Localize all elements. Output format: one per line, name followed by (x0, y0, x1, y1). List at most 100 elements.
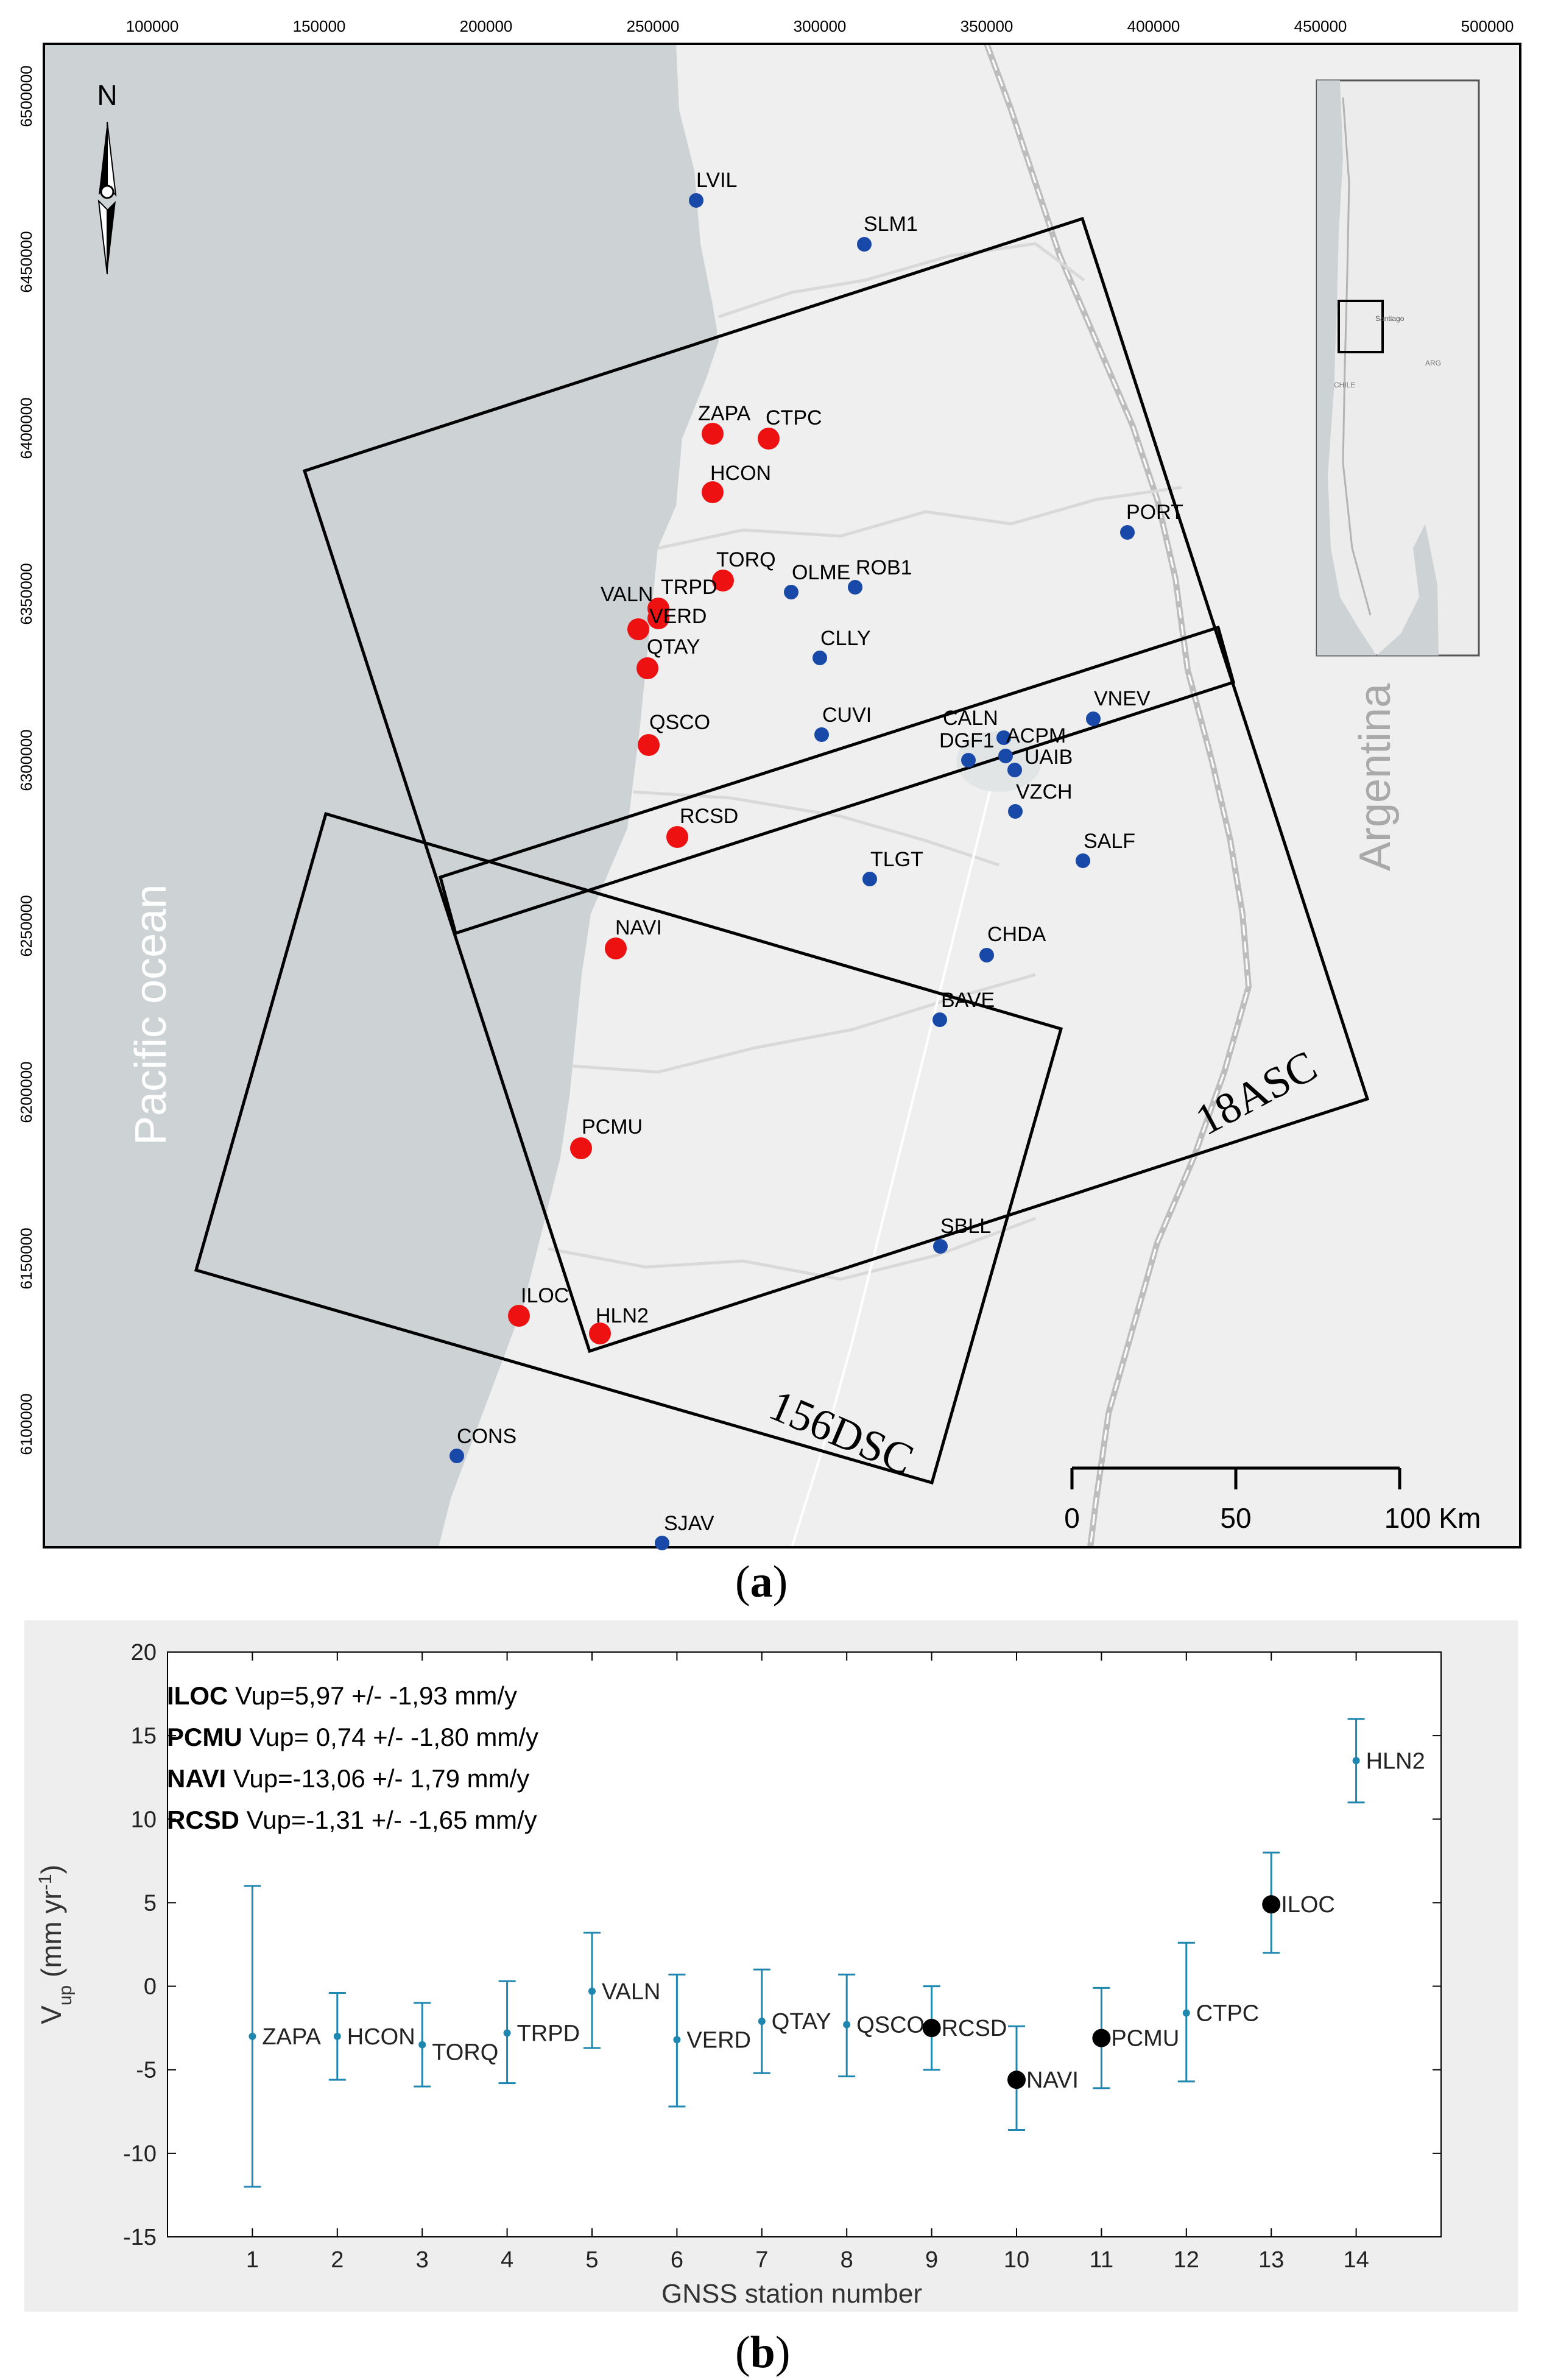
station-marker-red (702, 481, 724, 503)
annotation-station: NAVI (167, 1764, 226, 1793)
data-point (1182, 2009, 1190, 2017)
x-tick-label: 14 (1343, 2247, 1369, 2273)
annotation-station: ILOC (167, 1681, 228, 1710)
station-marker-blue (932, 1012, 947, 1027)
station-marker-red (647, 607, 669, 629)
point-label: TORQ (432, 2040, 498, 2066)
x-tick-label: 7 (755, 2247, 768, 2273)
north-arrow-icon: N (97, 79, 118, 275)
panel-a-label: (a) (735, 1557, 788, 1607)
x-tick-label: 6 (671, 2247, 683, 2273)
station-label: CHDA (987, 923, 1046, 946)
point-label: PCMU (1111, 2026, 1179, 2052)
panel-b-label: (b) (735, 2328, 791, 2378)
station-label: VZCH (1016, 780, 1073, 803)
x-tick-label: 9 (925, 2247, 938, 2273)
scale-bar: 0 50 100 Km (1064, 1466, 1481, 1534)
map-y-tick: 6300000 (17, 729, 35, 791)
station-label: VNEV (1094, 687, 1151, 710)
point-label: VERD (686, 2027, 751, 2053)
map-y-tick: 6450000 (17, 231, 35, 292)
station-marker-blue (1120, 525, 1135, 540)
point-label: CTPC (1196, 2000, 1259, 2026)
point-label: NAVI (1026, 2067, 1079, 2093)
map-y-tick: 6400000 (17, 397, 35, 459)
x-tick-label: 11 (1090, 2247, 1113, 2273)
country-label: Argentina (1351, 683, 1400, 871)
station-label: SALF (1084, 830, 1135, 853)
station-label: TRPD (661, 576, 717, 599)
scale-label-50: 50 (1220, 1502, 1251, 1534)
data-point (588, 1987, 596, 1995)
data-point-highlight (1007, 2071, 1026, 2089)
map-ocean (44, 44, 719, 1547)
data-point (418, 2041, 426, 2049)
station-label: ILOC (521, 1284, 569, 1307)
map-road (791, 755, 1000, 1548)
y-tick-label: 10 (131, 1807, 157, 1832)
map-border-line (985, 43, 1250, 1548)
station-marker-blue (813, 651, 827, 665)
map-x-tick: 450000 (1294, 17, 1347, 35)
inset-map: Santiago CHILE ARG (1316, 79, 1480, 657)
map-y-ticks: 6500000 6450000 6400000 6350000 6300000 62500… (17, 65, 35, 1455)
map-frame (43, 43, 1521, 1548)
inset-arg-label: ARG (1425, 359, 1441, 367)
x-axis-label: GNSS station number (661, 2279, 922, 2309)
y-tick-label: -10 (123, 2141, 157, 2167)
station-label: ZAPA (698, 402, 751, 425)
station-marker-red (636, 657, 658, 679)
inset-chile-label: CHILE (1334, 381, 1355, 389)
north-label: N (97, 79, 117, 111)
station-marker-blue (1086, 712, 1101, 726)
station-label: UAIB (1024, 746, 1073, 769)
map-river (633, 790, 999, 867)
point-label: HLN2 (1366, 1748, 1425, 1774)
station-marker-red (627, 618, 649, 640)
inset-focus-box (1338, 300, 1384, 353)
station-label: PORT (1126, 501, 1183, 524)
annotation-text: Vup= 0,74 +/- -1,80 mm/y (242, 1723, 538, 1751)
station-marker-red (666, 826, 688, 848)
y-tick-label: -15 (123, 2225, 157, 2250)
station-label: BAVE (941, 989, 995, 1012)
station-marker-red (758, 428, 780, 450)
annotation-text: Vup=-13,06 +/- 1,79 mm/y (226, 1764, 529, 1793)
map-y-tick: 6500000 (17, 65, 35, 127)
map-panel: 100000 150000 200000 250000 300000 350000 4000… (17, 17, 1521, 1550)
data-point-highlight (1262, 1895, 1281, 1914)
point-label: QSCO (856, 2013, 925, 2038)
map-x-tick: 150000 (293, 17, 346, 35)
data-point (1352, 1757, 1360, 1765)
data-point (843, 2021, 851, 2029)
annotation-station: RCSD (167, 1806, 239, 1834)
station-label: QSCO (649, 711, 710, 734)
y-tick-label: 20 (131, 1640, 157, 1665)
scale-label-100: 100 Km (1384, 1502, 1481, 1534)
station-label: SJAV (664, 1512, 714, 1535)
station-label: CLLY (820, 627, 871, 650)
station-marker-red (702, 423, 724, 445)
station-marker-red (712, 570, 734, 591)
data-point-highlight (922, 2019, 941, 2038)
station-marker-blue (961, 753, 976, 768)
map-x-tick: 200000 (460, 17, 513, 35)
station-marker-blue (857, 237, 872, 252)
station-marker-blue (933, 1239, 948, 1254)
annotation-station: PCMU (167, 1723, 242, 1751)
station-label: PCMU (582, 1115, 643, 1139)
station-marker-red (605, 938, 627, 959)
y-tick-label: -5 (136, 2058, 157, 2083)
station-label: SLM1 (864, 213, 918, 236)
station-marker-blue (979, 948, 994, 962)
map-x-ticks: 100000 150000 200000 250000 300000 350000 4000… (126, 17, 1514, 35)
chart-marks: ZAPA HCON TORQ TRPD VALN VERD QTAY QSCO RCSD NAVI… (244, 1718, 1425, 2188)
station-marker-red (570, 1137, 592, 1159)
x-tick-label: 10 (1004, 2247, 1029, 2273)
station-marker-blue (848, 580, 862, 595)
station-label: ACPM (1006, 724, 1066, 747)
station-label: CTPC (766, 406, 822, 429)
station-label: CALN (943, 707, 998, 730)
